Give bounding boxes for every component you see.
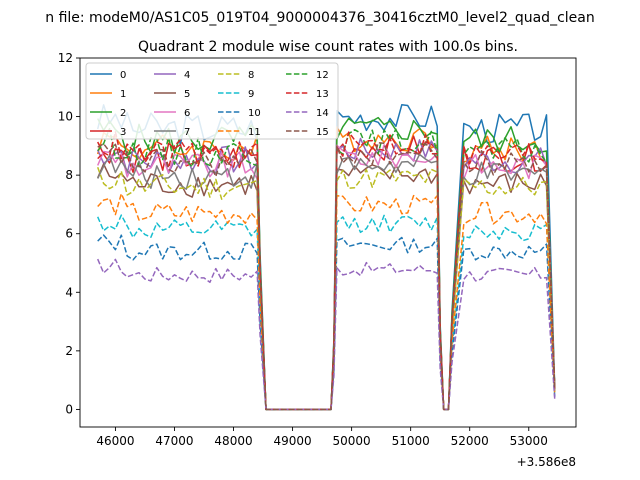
x-tick-label: 50000: [333, 434, 371, 448]
x-offset-label: +3.586e8: [517, 455, 576, 469]
legend-box: [85, 62, 339, 140]
series-line-13: [97, 131, 556, 411]
x-tick-label: 53000: [510, 434, 548, 448]
series-line-12: [97, 127, 556, 411]
series-line-2: [97, 116, 556, 411]
x-tick-label: 51000: [392, 434, 430, 448]
legend-item: 14: [286, 108, 329, 119]
y-tick-label: 10: [58, 110, 73, 124]
y-tick-label: 12: [58, 51, 73, 65]
legend-item: 7: [154, 127, 190, 138]
x-tick-label: 47000: [155, 434, 193, 448]
legend-item: 10: [218, 108, 261, 119]
series-line-8: [96, 167, 556, 411]
series-line-15: [97, 142, 556, 411]
y-tick-label: 2: [65, 344, 73, 358]
legend-label: 7: [184, 127, 190, 138]
legend-label: 1: [120, 89, 126, 100]
x-tick-label: 52000: [451, 434, 489, 448]
figure-suptitle: n file: modeM0/AS1C05_019T04_9000004376_…: [45, 10, 594, 26]
legend-item: 1: [90, 89, 126, 100]
series-line-6: [97, 144, 556, 411]
legend-item: 2: [90, 108, 126, 119]
y-tick-label: 6: [65, 227, 73, 241]
legend-label: 9: [248, 89, 254, 100]
legend-item: 4: [154, 70, 190, 81]
y-tick-label: 4: [65, 285, 73, 299]
legend-label: 5: [184, 89, 190, 100]
plot-area: [96, 104, 556, 411]
legend-item: 11: [218, 127, 261, 138]
legend-label: 3: [120, 127, 126, 138]
legend-item: 12: [286, 70, 329, 81]
series-line-11: [97, 193, 556, 411]
x-tick-label: 48000: [214, 434, 252, 448]
axes-frame: [79, 57, 577, 428]
legend-item: 3: [90, 127, 126, 138]
legend-label: 10: [248, 108, 261, 119]
legend-item: 6: [154, 108, 190, 119]
legend-label: 14: [316, 108, 329, 119]
x-tick-label: 49000: [273, 434, 311, 448]
series-line-7: [97, 153, 556, 411]
legend-label: 12: [316, 70, 329, 81]
legend-item: 9: [218, 89, 254, 100]
legend-item: 5: [154, 89, 190, 100]
legend-label: 2: [120, 108, 126, 119]
y-axis: 0 2 4 6 8 10 12: [58, 51, 80, 416]
legend-label: 13: [316, 89, 329, 100]
legend-item: 13: [286, 89, 329, 100]
legend-label: 15: [316, 127, 329, 138]
legend-label: 6: [184, 108, 190, 119]
legend-label: 11: [248, 127, 261, 138]
series-line-5: [97, 163, 556, 411]
x-axis: 46000 47000 48000 49000 50000 51000 52000 53000: [96, 427, 548, 448]
x-tick-label: 46000: [96, 434, 134, 448]
y-tick-label: 8: [65, 168, 73, 182]
series-line-14: [97, 258, 556, 411]
legend-label: 4: [184, 70, 190, 81]
legend-label: 8: [248, 70, 254, 81]
legend-item: 15: [286, 127, 329, 138]
legend-item: 0: [90, 70, 126, 81]
legend-label: 0: [120, 70, 126, 81]
series-line-10: [97, 234, 556, 411]
series-line-9: [97, 214, 556, 411]
chart-title: Quadrant 2 module wise count rates with …: [138, 39, 518, 55]
legend-item: 8: [218, 70, 254, 81]
y-tick-label: 0: [65, 402, 73, 416]
